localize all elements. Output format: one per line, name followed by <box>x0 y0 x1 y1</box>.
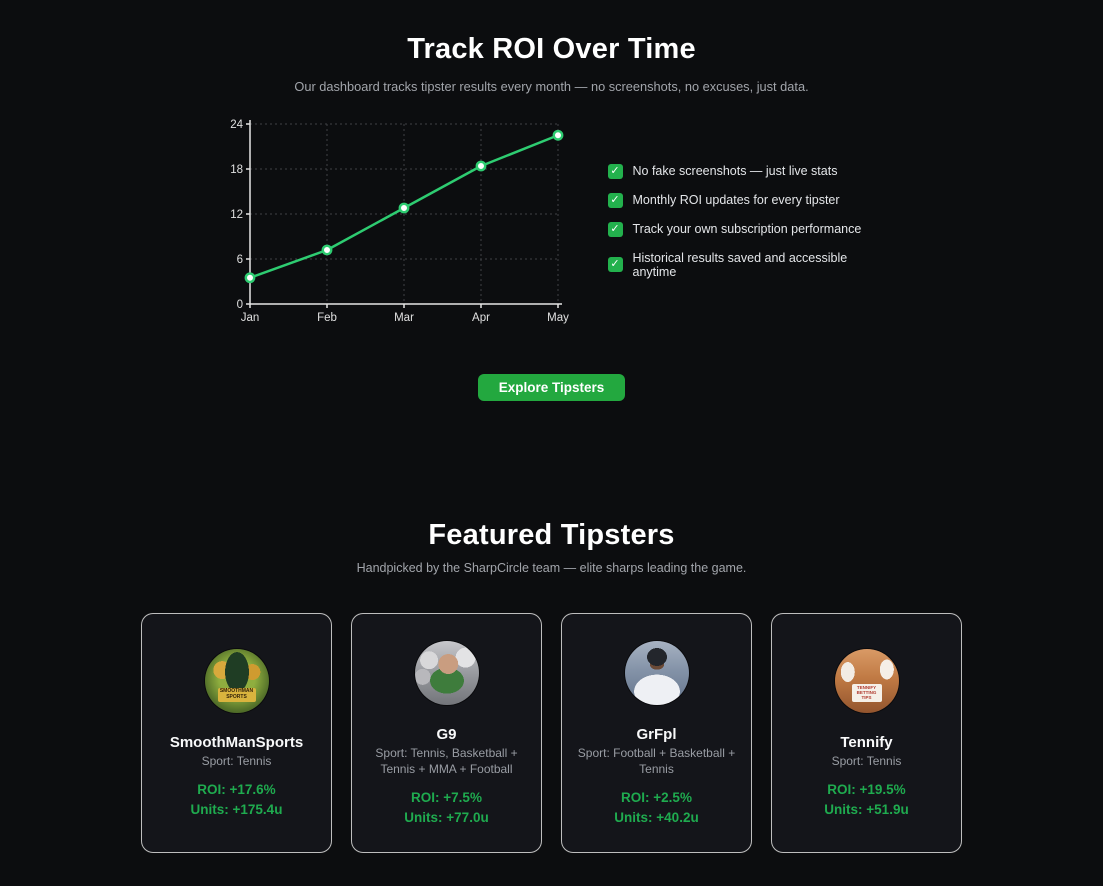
roi-subtitle: Our dashboard tracks tipster results eve… <box>294 79 809 94</box>
tipster-sport: Sport: Tennis, Basketball + Tennis + MMA… <box>375 745 518 776</box>
feature-label: Track your own subscription performance <box>632 222 862 236</box>
tipster-roi: ROI: +19.5% <box>827 782 906 798</box>
feature-item: ✓ No fake screenshots — just live stats <box>607 163 880 179</box>
feature-item: ✓ Historical results saved and accessibl… <box>607 250 880 279</box>
svg-text:Mar: Mar <box>394 312 414 324</box>
tipster-avatar: SMOOTHMAN SPORTS <box>204 648 269 713</box>
feature-label: Historical results saved and accessible … <box>632 250 848 279</box>
featured-tipsters-section: Featured Tipsters Handpicked by the Shar… <box>0 519 1103 853</box>
explore-tipsters-button[interactable]: Explore Tipsters <box>477 374 626 401</box>
svg-text:18: 18 <box>230 164 243 176</box>
roi-content-row: 0 6 12 18 24 Jan Feb Mar Apr May ✓ No fake screen… <box>0 116 1103 326</box>
feature-label: No fake screenshots — just live stats <box>632 164 838 178</box>
page-title: Track ROI Over Time <box>407 33 696 65</box>
tipster-card[interactable]: G9 Sport: Tennis, Basketball + Tennis + … <box>351 613 542 853</box>
tipster-sport: Sport: Football + Basketball + Tennis <box>577 745 736 776</box>
tipster-name: Tennify <box>840 733 893 751</box>
feature-label: Monthly ROI updates for every tipster <box>632 193 840 207</box>
tipster-units: Units: +77.0u <box>404 810 489 826</box>
tipster-card[interactable]: TENNIFY BETTING TIPS Tennify Sport: Tenn… <box>771 613 962 853</box>
featured-subtitle: Handpicked by the SharpCircle team — eli… <box>356 561 747 575</box>
tipster-units: Units: +51.9u <box>824 802 909 818</box>
feature-list: ✓ No fake screenshots — just live stats … <box>607 163 880 279</box>
tipster-roi: ROI: +7.5% <box>411 790 482 806</box>
roi-section: Track ROI Over Time Our dashboard tracks… <box>0 0 1103 401</box>
tipster-name: GrFpl <box>636 725 677 743</box>
tipster-avatar <box>414 640 479 705</box>
svg-text:Apr: Apr <box>472 312 490 324</box>
feature-item: ✓ Track your own subscription performanc… <box>607 221 880 237</box>
svg-text:0: 0 <box>236 299 242 311</box>
tipster-avatar: TENNIFY BETTING TIPS <box>834 648 899 713</box>
roi-chart-svg: 0 6 12 18 24 Jan Feb Mar Apr May <box>230 119 569 324</box>
tipster-units: Units: +175.4u <box>190 802 283 818</box>
tipster-card[interactable]: SMOOTHMAN SPORTS SmoothManSports Sport: … <box>141 613 332 853</box>
cta-row: Explore Tipsters <box>0 374 1103 401</box>
tipster-card[interactable]: GrFpl Sport: Football + Basketball + Ten… <box>561 613 752 853</box>
svg-text:Feb: Feb <box>317 312 337 324</box>
tipster-avatar <box>624 640 689 705</box>
tipster-cards-row: SMOOTHMAN SPORTS SmoothManSports Sport: … <box>0 613 1103 853</box>
tipster-roi: ROI: +2.5% <box>621 790 692 806</box>
svg-text:12: 12 <box>230 209 243 221</box>
svg-text:Jan: Jan <box>240 312 259 324</box>
tipster-name: SmoothManSports <box>169 733 304 751</box>
tipster-sport: Sport: Tennis <box>201 753 272 768</box>
avatar-logo-text: TENNIFY BETTING TIPS <box>851 684 882 702</box>
avatar-logo-text: SMOOTHMAN SPORTS <box>217 688 256 702</box>
featured-title: Featured Tipsters <box>428 519 675 551</box>
svg-text:6: 6 <box>236 254 242 266</box>
roi-line-chart: 0 6 12 18 24 Jan Feb Mar Apr May <box>224 116 576 326</box>
svg-text:24: 24 <box>230 119 243 131</box>
checkmark-icon: ✓ <box>607 221 623 237</box>
tipster-units: Units: +40.2u <box>614 810 699 826</box>
tipster-roi: ROI: +17.6% <box>197 782 276 798</box>
checkmark-icon: ✓ <box>607 192 623 208</box>
tipster-sport: Sport: Tennis <box>831 753 902 768</box>
feature-item: ✓ Monthly ROI updates for every tipster <box>607 192 880 208</box>
checkmark-icon: ✓ <box>607 257 623 272</box>
checkmark-icon: ✓ <box>607 163 623 179</box>
svg-text:May: May <box>547 312 569 324</box>
tipster-name: G9 <box>436 725 457 743</box>
